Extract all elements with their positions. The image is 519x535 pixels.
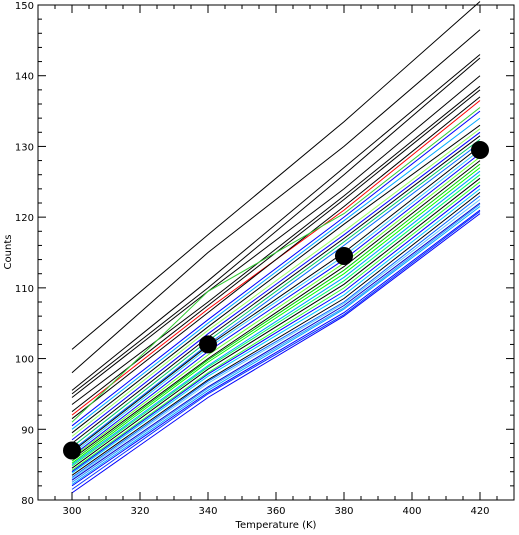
series-line-20 (71, 149, 481, 455)
x-tick-label: 360 (266, 506, 285, 517)
series-line-34 (71, 199, 481, 480)
y-tick-label: 90 (21, 425, 34, 436)
y-tick-label: 80 (21, 496, 34, 507)
y-axis-label: Counts (3, 235, 14, 270)
series-line-13 (71, 124, 481, 434)
series-line-38 (71, 209, 481, 487)
series-line-14 (71, 128, 481, 437)
series-line-28 (71, 177, 481, 469)
x-tick-label: 340 (198, 506, 217, 517)
series-line-5 (71, 75, 481, 398)
series-line-35 (71, 202, 481, 481)
series-line-32 (71, 192, 481, 476)
y-tick-label: 150 (15, 1, 34, 12)
series-line-11 (71, 110, 481, 427)
series-line-2 (71, 29, 481, 374)
series-line-33 (71, 195, 481, 478)
series-line-40 (71, 213, 481, 494)
series-line-31 (71, 188, 481, 474)
series-line-39 (71, 211, 481, 490)
series-line-27 (71, 174, 481, 467)
y-tick-label: 140 (15, 72, 34, 83)
series-line-30 (71, 184, 481, 473)
data-point-marker-2 (199, 335, 217, 354)
x-tick-label: 400 (402, 506, 421, 517)
series-line-3 (71, 54, 481, 391)
series-line-9 (71, 96, 481, 420)
y-tick-label: 110 (15, 284, 34, 295)
data-point-marker-3 (335, 247, 353, 265)
series-line-17 (71, 139, 481, 448)
data-point-marker-4 (471, 141, 489, 159)
series-line-21 (71, 153, 481, 457)
series-line-1 (71, 1, 481, 350)
series-line-12 (71, 117, 481, 430)
series-line-16 (71, 135, 481, 444)
plot-area (63, 1, 489, 494)
y-tick-label: 100 (15, 355, 34, 366)
series-line-23 (71, 160, 481, 460)
data-point-marker-1 (63, 441, 81, 460)
x-tick-label: 380 (334, 506, 353, 517)
y-tick-label: 120 (15, 213, 34, 224)
axes: 300 320 340 360 380 400 420 80 90 100 110 120 130 140… (15, 1, 515, 517)
series-line-19 (71, 146, 481, 453)
x-axis-label: Temperature (K) (235, 520, 317, 531)
series-line-26 (71, 170, 481, 466)
x-tick-label: 320 (130, 506, 149, 517)
x-tick-label: 420 (470, 506, 489, 517)
series-line-18 (71, 142, 481, 451)
series-line-15 (71, 131, 481, 441)
series-line-24 (71, 163, 481, 462)
series-line-36 (71, 204, 481, 483)
series-line-22 (71, 156, 481, 458)
series-line-4 (71, 57, 481, 395)
series-line-25 (71, 167, 481, 464)
y-tick-label: 130 (15, 142, 34, 153)
series-line-10 (71, 107, 481, 423)
series-line-6 (71, 85, 481, 405)
series-line-29 (71, 181, 481, 471)
series-line-37 (71, 206, 481, 485)
x-tick-label: 300 (62, 506, 81, 517)
